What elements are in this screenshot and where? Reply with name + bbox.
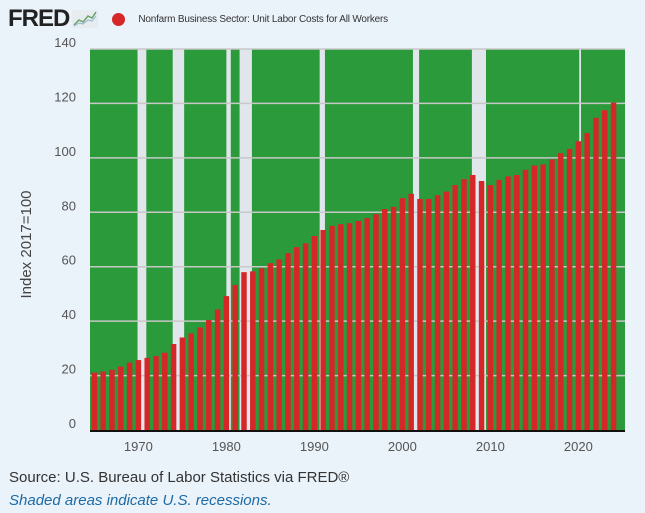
bar[interactable] (126, 362, 133, 430)
bar[interactable] (197, 327, 203, 430)
bar[interactable] (593, 117, 599, 430)
bar[interactable] (206, 320, 212, 430)
bar[interactable] (109, 369, 115, 430)
y-axis-label: Index 2017=100 (18, 190, 35, 298)
x-tick-label: 2020 (564, 439, 593, 454)
bar[interactable] (267, 263, 274, 430)
y-tick-label: 60 (62, 253, 76, 268)
bar[interactable] (320, 229, 326, 430)
bar[interactable] (452, 185, 458, 430)
bar[interactable] (478, 180, 485, 430)
bar[interactable] (470, 175, 476, 430)
bar[interactable] (364, 218, 370, 430)
bar[interactable] (100, 371, 106, 430)
bar[interactable] (276, 259, 282, 430)
bar[interactable] (505, 176, 511, 430)
bar[interactable] (558, 153, 564, 430)
bar[interactable] (250, 271, 256, 430)
bar[interactable] (223, 296, 230, 430)
fred-logo[interactable]: FRED (8, 5, 70, 32)
bar[interactable] (135, 360, 142, 430)
y-tick-label: 100 (54, 144, 76, 159)
bar[interactable] (241, 272, 247, 430)
bar[interactable] (346, 223, 353, 430)
bar[interactable] (162, 352, 168, 430)
recession-band (226, 49, 231, 430)
legend-label[interactable]: Nonfarm Business Sector: Unit Labor Cost… (138, 13, 388, 25)
bar[interactable] (144, 357, 150, 430)
y-tick-label: 80 (62, 198, 76, 213)
bar[interactable] (566, 148, 573, 430)
bar[interactable] (461, 179, 467, 430)
bar[interactable] (179, 337, 186, 430)
bar[interactable] (373, 214, 379, 430)
recession-note[interactable]: Shaded areas indicate U.S. recessions. (9, 492, 272, 509)
bar[interactable] (329, 225, 335, 430)
y-tick-label: 40 (62, 307, 76, 322)
source-text: Source: U.S. Bureau of Labor Statistics … (9, 469, 350, 486)
legend-marker (112, 12, 126, 26)
bar[interactable] (575, 141, 582, 431)
y-tick-labels: 0 20 40 60 80 100 120 140 (54, 35, 76, 431)
bar[interactable] (294, 247, 300, 430)
bar[interactable] (382, 209, 388, 430)
chart-header: FRED Nonfarm Business Sector: Unit Labor… (8, 5, 388, 32)
x-tick-label: 1990 (300, 439, 329, 454)
bar[interactable] (426, 198, 432, 430)
bar[interactable] (302, 243, 309, 430)
x-tick-label: 2010 (476, 439, 505, 454)
bar[interactable] (610, 102, 617, 430)
bar[interactable] (540, 164, 546, 431)
bar[interactable] (487, 185, 494, 430)
bar[interactable] (584, 133, 590, 430)
bar[interactable] (338, 224, 344, 430)
bar[interactable] (390, 206, 397, 430)
x-tick-labels: 1970 1980 1990 2000 2010 2020 (124, 439, 593, 454)
y-tick-label: 0 (69, 416, 76, 431)
recession-band (172, 49, 185, 430)
bar[interactable] (514, 175, 520, 430)
bar[interactable] (531, 165, 538, 430)
line-chart-icon (72, 10, 99, 28)
bar[interactable] (399, 198, 406, 430)
bar[interactable] (285, 253, 291, 430)
y-tick-label: 140 (54, 35, 76, 50)
bar-chart: 0 20 40 60 80 100 120 140 1970 1980 1990 2000 2010 2… (18, 35, 625, 454)
x-tick-label: 1970 (124, 439, 153, 454)
bar[interactable] (153, 355, 159, 430)
bars (91, 102, 617, 431)
bar[interactable] (258, 268, 265, 430)
bar[interactable] (91, 372, 98, 430)
y-tick-label: 120 (54, 89, 76, 104)
bar[interactable] (188, 333, 194, 430)
recession-band (412, 49, 420, 430)
bar[interactable] (311, 235, 318, 430)
x-tick-label: 2000 (388, 439, 417, 454)
bar[interactable] (232, 284, 238, 430)
bar[interactable] (355, 220, 362, 430)
bar[interactable] (170, 344, 177, 430)
bar[interactable] (602, 110, 608, 430)
bar[interactable] (549, 159, 555, 431)
bar[interactable] (522, 169, 529, 430)
recession-band (137, 49, 147, 430)
bar[interactable] (496, 179, 502, 430)
bar[interactable] (408, 193, 414, 430)
y-tick-label: 20 (62, 362, 76, 377)
bar[interactable] (443, 191, 450, 430)
bar[interactable] (434, 195, 441, 430)
bar[interactable] (214, 309, 221, 430)
bar[interactable] (118, 366, 124, 430)
bar[interactable] (417, 198, 423, 430)
x-tick-label: 1980 (212, 439, 241, 454)
